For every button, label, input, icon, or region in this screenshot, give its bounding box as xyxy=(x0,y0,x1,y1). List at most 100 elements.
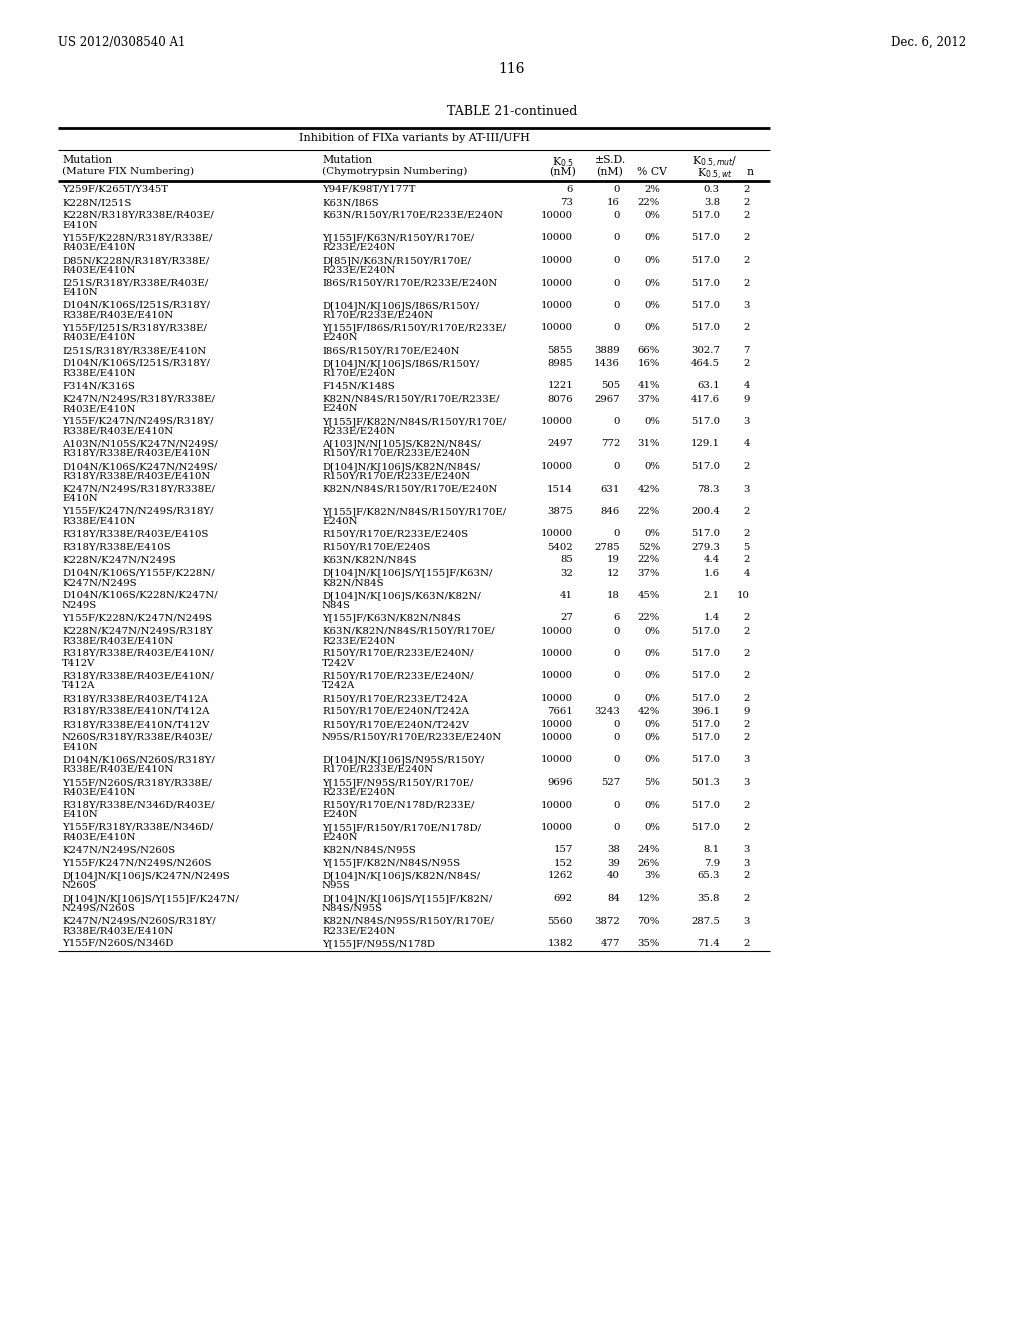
Text: 78.3: 78.3 xyxy=(697,484,720,494)
Text: 396.1: 396.1 xyxy=(691,708,720,715)
Text: 85: 85 xyxy=(560,556,573,565)
Text: 2: 2 xyxy=(743,694,750,704)
Text: D[104]N/K[106]S/I86S/R150Y/: D[104]N/K[106]S/I86S/R150Y/ xyxy=(322,359,479,368)
Text: Y155F/K247N/N249S/R318Y/: Y155F/K247N/N249S/R318Y/ xyxy=(62,507,213,516)
Text: K228N/K247N/N249S: K228N/K247N/N249S xyxy=(62,556,176,565)
Text: 517.0: 517.0 xyxy=(691,627,720,635)
Text: 0: 0 xyxy=(613,301,620,310)
Text: 4: 4 xyxy=(743,440,750,449)
Text: 517.0: 517.0 xyxy=(691,755,720,764)
Text: A103N/N105S/K247N/N249S/: A103N/N105S/K247N/N249S/ xyxy=(62,440,218,449)
Text: E240N: E240N xyxy=(322,833,357,842)
Text: D85N/K228N/R318Y/R338E/: D85N/K228N/R318Y/R338E/ xyxy=(62,256,209,265)
Text: N249S: N249S xyxy=(62,601,97,610)
Text: 517.0: 517.0 xyxy=(691,211,720,220)
Text: 4: 4 xyxy=(743,381,750,391)
Text: 501.3: 501.3 xyxy=(691,777,720,787)
Text: 0%: 0% xyxy=(644,755,660,764)
Text: R233E/E240N: R233E/E240N xyxy=(322,927,395,935)
Text: 0.3: 0.3 xyxy=(703,185,720,194)
Text: 52%: 52% xyxy=(638,543,660,552)
Text: K63N/R150Y/R170E/R233E/E240N: K63N/R150Y/R170E/R233E/E240N xyxy=(322,211,503,220)
Text: D104N/K106S/I251S/R318Y/: D104N/K106S/I251S/R318Y/ xyxy=(62,301,210,310)
Text: N84S: N84S xyxy=(322,601,351,610)
Text: 4.4: 4.4 xyxy=(703,556,720,565)
Text: 7: 7 xyxy=(743,346,750,355)
Text: 0: 0 xyxy=(613,822,620,832)
Text: K$_{0.5,mut}$/: K$_{0.5,mut}$/ xyxy=(692,154,737,170)
Text: D[104]N/K[106]S/K82N/N84S/: D[104]N/K[106]S/K82N/N84S/ xyxy=(322,871,480,880)
Text: 8985: 8985 xyxy=(548,359,573,368)
Text: R233E/E240N: R233E/E240N xyxy=(322,243,395,252)
Text: T242V: T242V xyxy=(322,659,355,668)
Text: 2: 2 xyxy=(743,719,750,729)
Text: 35.8: 35.8 xyxy=(697,894,720,903)
Text: 772: 772 xyxy=(601,440,620,449)
Text: D104N/K106S/Y155F/K228N/: D104N/K106S/Y155F/K228N/ xyxy=(62,569,215,578)
Text: 527: 527 xyxy=(601,777,620,787)
Text: D[104]N/K[106]S/I86S/R150Y/: D[104]N/K[106]S/I86S/R150Y/ xyxy=(322,301,479,310)
Text: R403E/E410N: R403E/E410N xyxy=(62,333,135,342)
Text: 3: 3 xyxy=(743,846,750,854)
Text: 2: 2 xyxy=(743,185,750,194)
Text: R233E/E240N: R233E/E240N xyxy=(322,788,395,796)
Text: R338E/R403E/E410N: R338E/R403E/E410N xyxy=(62,636,173,645)
Text: 517.0: 517.0 xyxy=(691,301,720,310)
Text: R403E/E410N: R403E/E410N xyxy=(62,265,135,275)
Text: US 2012/0308540 A1: US 2012/0308540 A1 xyxy=(58,36,185,49)
Text: K228N/I251S: K228N/I251S xyxy=(62,198,131,207)
Text: (nM): (nM) xyxy=(550,168,577,177)
Text: 2: 2 xyxy=(743,939,750,948)
Text: 10000: 10000 xyxy=(541,529,573,539)
Text: 12: 12 xyxy=(607,569,620,578)
Text: 2: 2 xyxy=(743,198,750,207)
Text: 37%: 37% xyxy=(638,395,660,404)
Text: 3: 3 xyxy=(743,916,750,925)
Text: D[104]N/K[106]S/Y[155]F/K82N/: D[104]N/K[106]S/Y[155]F/K82N/ xyxy=(322,894,493,903)
Text: R403E/E410N: R403E/E410N xyxy=(62,243,135,252)
Text: 41: 41 xyxy=(560,591,573,601)
Text: 10000: 10000 xyxy=(541,234,573,243)
Text: R233E/E240N: R233E/E240N xyxy=(322,636,395,645)
Text: T242A: T242A xyxy=(322,681,355,690)
Text: 84: 84 xyxy=(607,894,620,903)
Text: K82N/N84S/R150Y/R170E/E240N: K82N/N84S/R150Y/R170E/E240N xyxy=(322,484,498,494)
Text: 5: 5 xyxy=(743,543,750,552)
Text: R150Y/R170E/R233E/E240N: R150Y/R170E/R233E/E240N xyxy=(322,449,470,458)
Text: 10: 10 xyxy=(737,591,750,601)
Text: 0: 0 xyxy=(613,672,620,681)
Text: F314N/K316S: F314N/K316S xyxy=(62,381,135,391)
Text: Y155F/R318Y/R338E/N346D/: Y155F/R318Y/R338E/N346D/ xyxy=(62,822,213,832)
Text: 10000: 10000 xyxy=(541,417,573,426)
Text: 0%: 0% xyxy=(644,211,660,220)
Text: D104N/K106S/K247N/N249S/: D104N/K106S/K247N/N249S/ xyxy=(62,462,217,471)
Text: R318Y/R338E/E410N/T412A: R318Y/R338E/E410N/T412A xyxy=(62,708,210,715)
Text: F145N/K148S: F145N/K148S xyxy=(322,381,394,391)
Text: 2: 2 xyxy=(743,733,750,742)
Text: N260S: N260S xyxy=(62,880,97,890)
Text: D104N/K106S/N260S/R318Y/: D104N/K106S/N260S/R318Y/ xyxy=(62,755,215,764)
Text: 10000: 10000 xyxy=(541,256,573,265)
Text: 2: 2 xyxy=(743,529,750,539)
Text: E410N: E410N xyxy=(62,288,97,297)
Text: (nM): (nM) xyxy=(597,168,624,177)
Text: 0%: 0% xyxy=(644,627,660,635)
Text: 200.4: 200.4 xyxy=(691,507,720,516)
Text: 66%: 66% xyxy=(638,346,660,355)
Text: K247N/N249S: K247N/N249S xyxy=(62,578,136,587)
Text: 3872: 3872 xyxy=(594,916,620,925)
Text: 0: 0 xyxy=(613,234,620,243)
Text: R150Y/R170E/R233E/E240N/: R150Y/R170E/R233E/E240N/ xyxy=(322,672,473,681)
Text: 9: 9 xyxy=(743,395,750,404)
Text: R338E/R403E/E410N: R338E/R403E/E410N xyxy=(62,426,173,436)
Text: Y94F/K98T/Y177T: Y94F/K98T/Y177T xyxy=(322,185,416,194)
Text: 3%: 3% xyxy=(644,871,660,880)
Text: 10000: 10000 xyxy=(541,462,573,471)
Text: 0: 0 xyxy=(613,529,620,539)
Text: 10000: 10000 xyxy=(541,672,573,681)
Text: R318Y/R338E/R403E/T412A: R318Y/R338E/R403E/T412A xyxy=(62,694,208,704)
Text: R233E/E240N: R233E/E240N xyxy=(322,426,395,436)
Text: 19: 19 xyxy=(607,556,620,565)
Text: 2%: 2% xyxy=(644,185,660,194)
Text: Y259F/K265T/Y345T: Y259F/K265T/Y345T xyxy=(62,185,168,194)
